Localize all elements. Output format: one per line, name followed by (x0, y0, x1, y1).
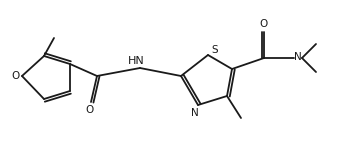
Text: HN: HN (128, 56, 144, 66)
Text: O: O (260, 19, 268, 29)
Text: N: N (191, 108, 199, 118)
Text: S: S (212, 45, 218, 55)
Text: N: N (294, 52, 302, 62)
Text: O: O (86, 105, 94, 115)
Text: O: O (11, 71, 19, 81)
